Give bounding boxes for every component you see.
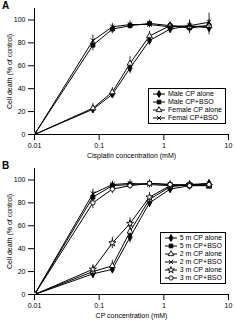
html-text:5 m CP alone: 5 m CP alone xyxy=(179,234,222,241)
html-text:3 m CP+BSO: 3 m CP+BSO xyxy=(179,274,222,281)
svg-text:1: 1 xyxy=(162,302,166,309)
html-text:3 m CP alone: 3 m CP alone xyxy=(179,266,222,273)
svg-text:20: 20 xyxy=(18,268,26,275)
svg-text:Cisplatin concentration (mM): Cisplatin concentration (mM) xyxy=(87,152,176,160)
svg-text:0.1: 0.1 xyxy=(94,142,104,149)
html-text:Female CP alone: Female CP alone xyxy=(168,106,222,113)
svg-text:60: 60 xyxy=(18,62,26,69)
svg-text:80: 80 xyxy=(18,39,26,46)
svg-text:40: 40 xyxy=(18,245,26,252)
html-text:2 m CP+BSO: 2 m CP+BSO xyxy=(179,258,222,265)
svg-text:0: 0 xyxy=(22,291,26,298)
svg-text:80: 80 xyxy=(18,199,26,206)
html-text:5 m CP+BSO: 5 m CP+BSO xyxy=(179,242,222,249)
svg-text:40: 40 xyxy=(18,85,26,92)
svg-text:10: 10 xyxy=(225,142,233,149)
svg-text:0.1: 0.1 xyxy=(94,302,104,309)
svg-text:CP concentration (mM): CP concentration (mM) xyxy=(96,312,168,320)
html-text:Male CP alone: Male CP alone xyxy=(168,90,214,97)
svg-text:0: 0 xyxy=(22,131,26,138)
svg-text:Cell death (% of control): Cell death (% of control) xyxy=(6,34,14,109)
svg-text:1: 1 xyxy=(162,142,166,149)
svg-text:100: 100 xyxy=(14,16,26,23)
html-text:A: A xyxy=(2,0,10,11)
html-text:2 m CP alone: 2 m CP alone xyxy=(179,250,222,257)
svg-text:100: 100 xyxy=(14,176,26,183)
svg-text:0.01: 0.01 xyxy=(28,142,42,149)
html-text:Male CP+BSO: Male CP+BSO xyxy=(168,98,214,105)
svg-text:0.01: 0.01 xyxy=(28,302,42,309)
html-text:Femal CP+BSO: Femal CP+BSO xyxy=(168,114,218,121)
svg-text:10: 10 xyxy=(225,302,233,309)
svg-text:60: 60 xyxy=(18,222,26,229)
svg-text:20: 20 xyxy=(18,108,26,115)
html-text:B: B xyxy=(2,160,10,171)
svg-text:Cell death (% of control): Cell death (% of control) xyxy=(6,194,14,269)
